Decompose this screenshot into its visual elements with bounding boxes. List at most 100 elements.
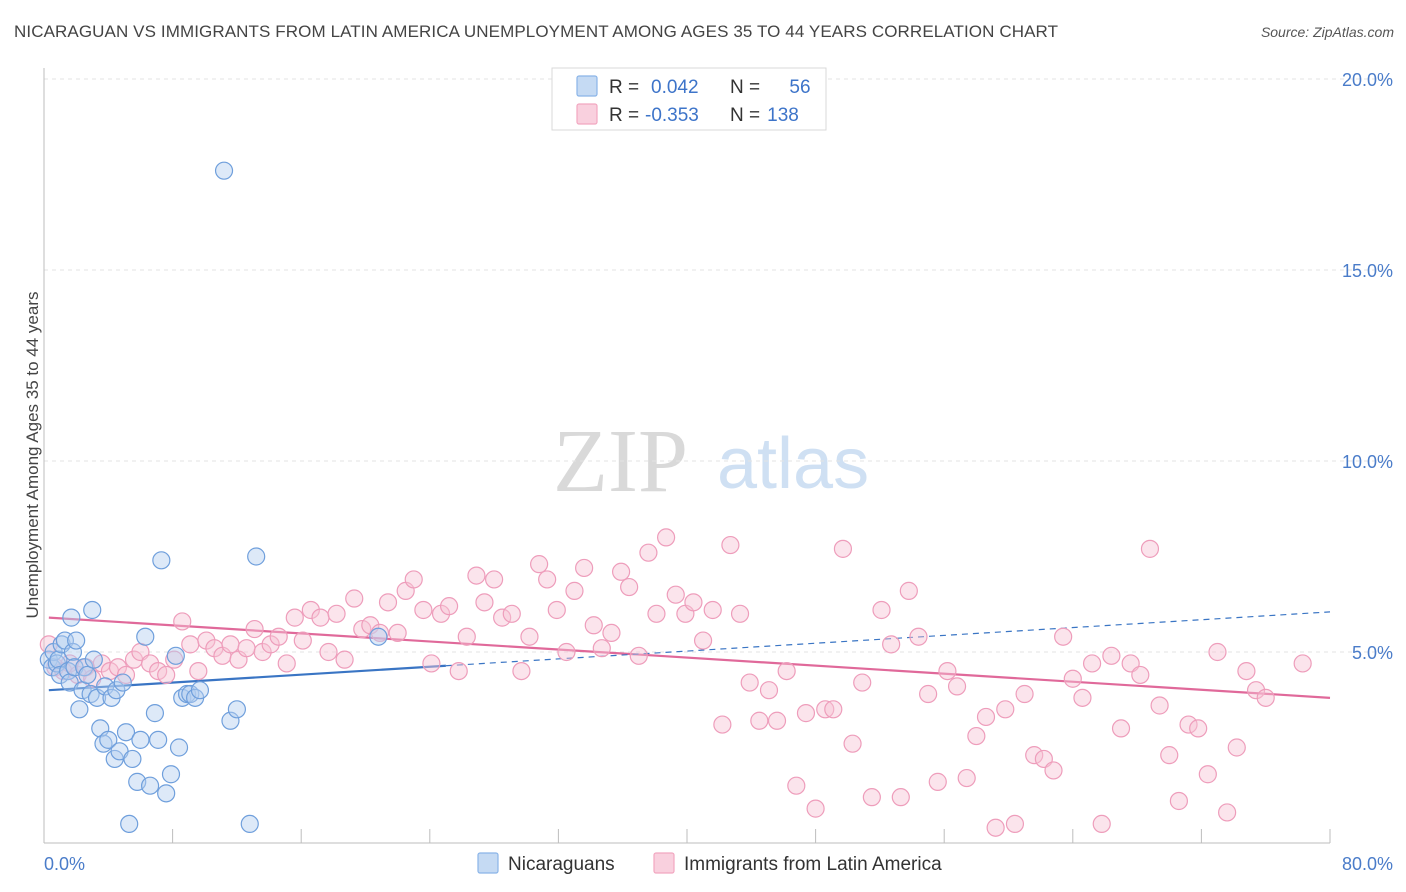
point-immigrants-131 [1208,642,1227,662]
point-immigrants-55 [493,608,512,627]
point-nicaraguans-14 [70,700,89,719]
point-immigrants-18 [181,635,200,654]
legend-swatch-pink [576,103,598,125]
point-immigrants-97 [882,635,901,654]
y-axis-label: Unemployment Among Ages 35 to 44 years [23,292,42,619]
point-immigrants-85 [767,711,787,730]
legend-swatch-blue [576,75,598,97]
point-immigrants-108 [986,818,1005,837]
point-immigrants-23 [221,635,240,654]
point-immigrants-128 [1179,715,1198,734]
point-nicaraguans-55 [369,627,388,646]
point-immigrants-54 [485,570,504,589]
point-immigrants-105 [957,768,976,788]
bottom-legend-swatch-pink [653,852,675,874]
point-nicaraguans-39 [149,730,168,749]
point-immigrants-66 [592,639,611,658]
point-immigrants-52 [467,566,486,585]
point-immigrants-106 [967,726,986,746]
point-immigrants-78 [703,600,722,620]
point-immigrants-136 [1256,688,1275,707]
point-immigrants-71 [639,543,658,562]
legend-n-label-2: N = [730,105,760,126]
watermark-atlas: atlas [717,424,869,504]
point-nicaraguans-42 [161,765,181,784]
point-nicaraguans-20 [84,650,103,669]
point-immigrants-137 [1293,654,1312,673]
point-immigrants-116 [1063,669,1082,688]
legend-r-label-2: R = [609,105,639,126]
point-immigrants-132 [1218,803,1237,822]
point-immigrants-43 [388,623,407,643]
x-tick-label-0: 0.0% [44,854,85,874]
point-nicaraguans-40 [152,551,171,570]
point-nicaraguans-54 [247,547,266,566]
point-immigrants-36 [327,604,346,623]
point-nicaraguans-52 [227,700,246,719]
point-immigrants-96 [872,600,891,620]
x-tick-labels: 0.0% 80.0% [44,854,1393,874]
point-immigrants-76 [684,593,703,612]
point-immigrants-46 [414,600,433,620]
point-immigrants-103 [938,661,957,681]
legend-r-value-1: 0.042 [651,77,699,98]
point-immigrants-42 [378,593,398,612]
point-immigrants-126 [1160,746,1179,765]
point-immigrants-38 [345,589,364,608]
axes [43,68,1331,844]
point-immigrants-45 [404,570,423,589]
point-immigrants-64 [575,558,594,578]
point-immigrants-79 [713,715,732,734]
bottom-legend-label-1: Nicaraguans [508,854,615,875]
point-immigrants-62 [557,642,576,662]
y-tick-label-0: 5.0% [1352,643,1393,663]
point-immigrants-93 [843,734,862,753]
point-immigrants-51 [457,627,476,646]
point-immigrants-117 [1073,688,1092,707]
point-immigrants-101 [919,684,938,704]
point-nicaraguans-53 [240,814,259,834]
point-immigrants-74 [666,585,685,604]
point-immigrants-73 [657,528,676,547]
point-immigrants-17 [173,612,192,631]
point-nicaraguans-35 [131,730,150,749]
point-nicaraguans-17 [78,665,97,685]
point-immigrants-98 [891,788,910,807]
point-immigrants-89 [806,799,825,818]
point-immigrants-107 [976,707,996,727]
point-immigrants-94 [853,673,872,692]
point-immigrants-53 [475,593,494,612]
point-immigrants-33 [301,600,320,620]
point-nicaraguans-25 [99,730,118,749]
source-label: Source: ZipAtlas.com [1260,24,1394,40]
point-immigrants-134 [1237,661,1256,681]
series-legend: Nicaraguans Immigrants from Latin Americ… [477,852,942,875]
chart-title: NICARAGUAN VS IMMIGRANTS FROM LATIN AMER… [14,22,1059,41]
point-immigrants-91 [824,700,843,719]
y-tick-label-2: 15.0% [1342,261,1393,281]
point-immigrants-135 [1246,681,1266,700]
point-immigrants-120 [1102,646,1121,665]
point-immigrants-88 [796,704,816,723]
point-immigrants-95 [862,788,881,807]
point-nicaraguans-37 [140,776,160,795]
point-immigrants-70 [629,646,648,665]
point-immigrants-130 [1198,765,1217,784]
point-immigrants-63 [565,581,584,600]
x-tick-label-1: 80.0% [1342,854,1393,874]
point-immigrants-65 [584,616,603,635]
point-immigrants-118 [1082,654,1102,673]
point-immigrants-100 [909,627,928,646]
point-immigrants-83 [750,711,769,730]
point-immigrants-102 [928,772,947,791]
bottom-legend-label-2: Immigrants from Latin America [684,854,942,875]
point-immigrants-82 [740,673,759,692]
point-nicaraguans-32 [120,814,139,834]
point-immigrants-61 [547,600,566,620]
point-immigrants-92 [833,539,853,558]
point-immigrants-127 [1169,791,1188,811]
point-immigrants-15 [157,665,176,685]
point-immigrants-50 [449,661,468,681]
point-immigrants-87 [787,776,806,795]
point-nicaraguans-19 [83,600,102,620]
